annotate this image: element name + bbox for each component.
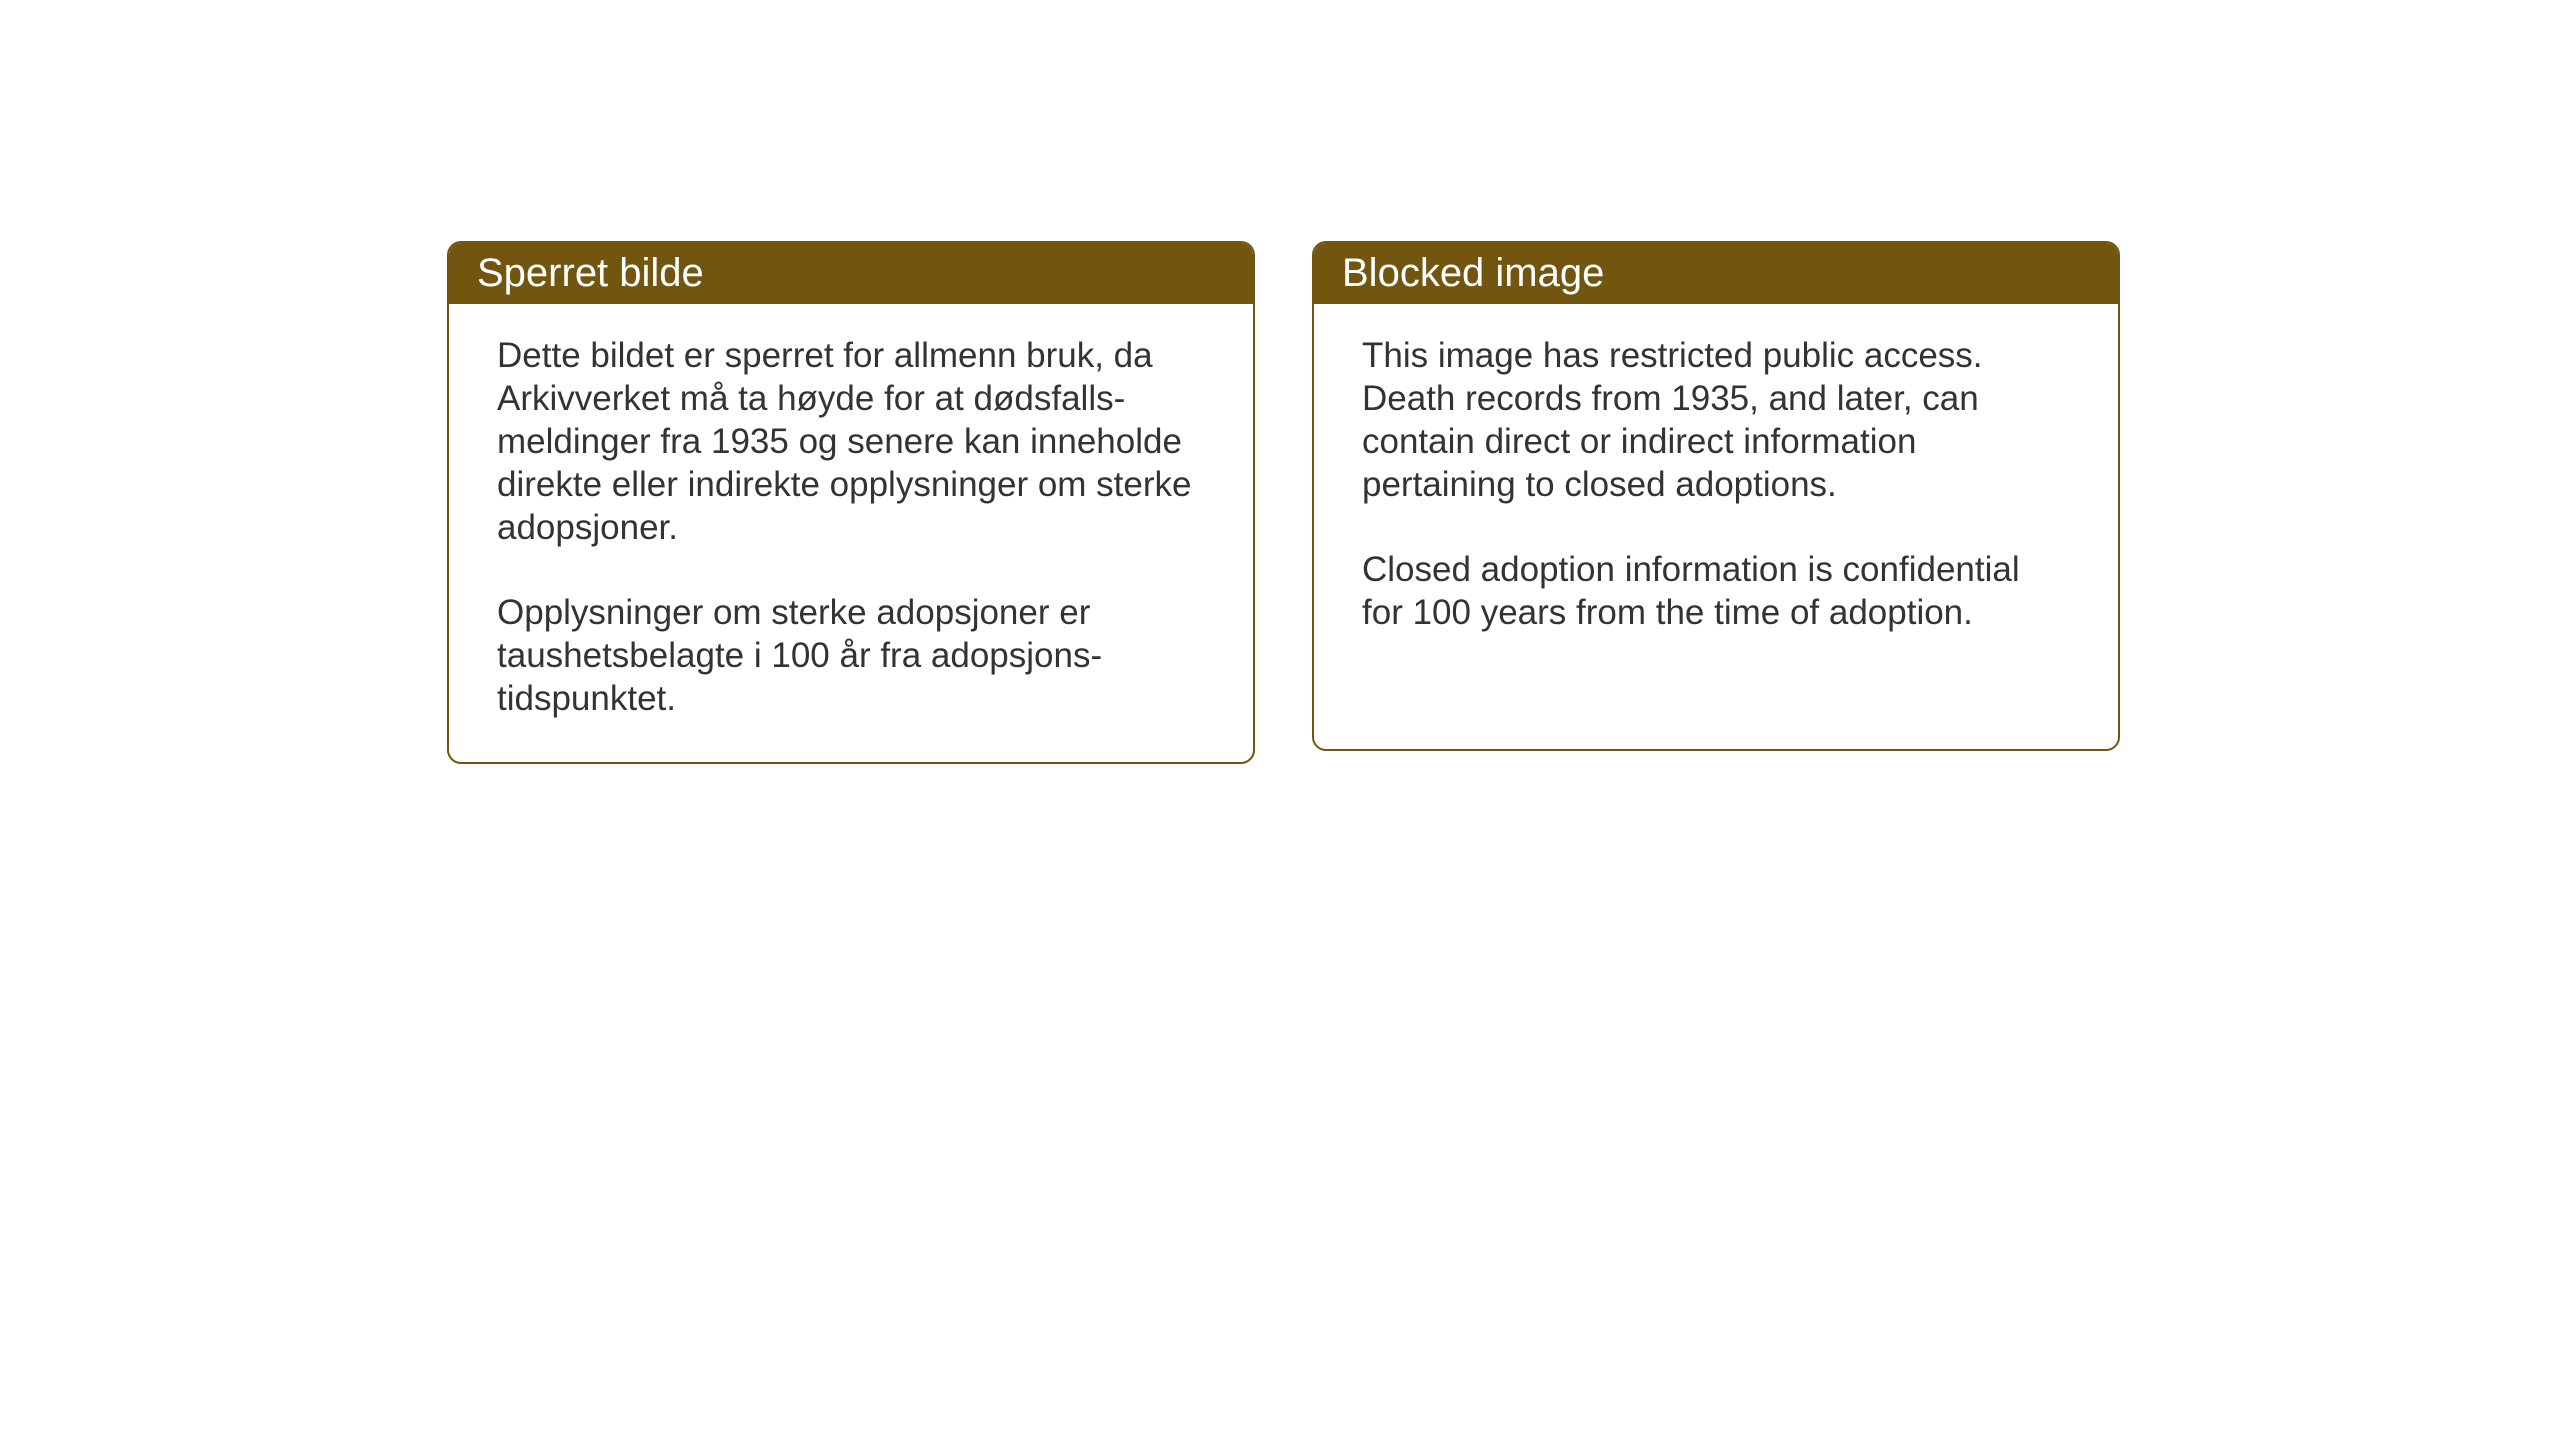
card-body-english: This image has restricted public access.… [1314,304,2118,676]
card-paragraph-2-english: Closed adoption information is confident… [1362,548,2070,634]
card-paragraph-1-norwegian: Dette bildet er sperret for allmenn bruk… [497,334,1205,549]
card-paragraph-2-norwegian: Opplysninger om sterke adopsjoner er tau… [497,591,1205,720]
card-title-norwegian: Sperret bilde [477,251,704,295]
notice-card-english: Blocked image This image has restricted … [1312,241,2120,751]
card-body-norwegian: Dette bildet er sperret for allmenn bruk… [449,304,1253,762]
notice-card-norwegian: Sperret bilde Dette bildet er sperret fo… [447,241,1255,764]
card-header-english: Blocked image [1314,243,2118,304]
card-header-norwegian: Sperret bilde [449,243,1253,304]
card-title-english: Blocked image [1342,251,1604,295]
card-paragraph-1-english: This image has restricted public access.… [1362,334,2070,506]
notice-container: Sperret bilde Dette bildet er sperret fo… [447,241,2120,764]
